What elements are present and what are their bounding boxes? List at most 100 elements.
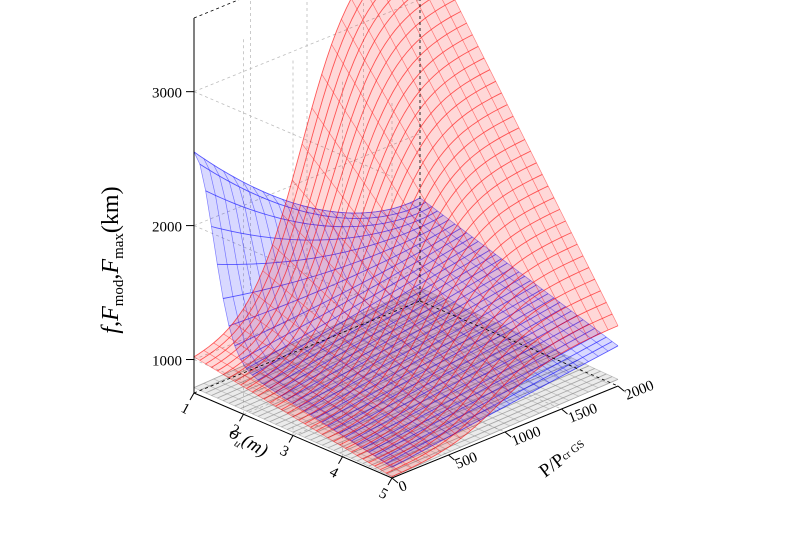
z-tick-label: 1000 [152, 354, 182, 370]
mesh-line [429, 0, 599, 335]
surface-2 [193, 0, 619, 478]
mesh-line [223, 170, 422, 452]
mesh-line [356, 255, 584, 456]
mesh-line [390, 300, 589, 393]
z-tick-label: 2000 [152, 220, 182, 236]
mesh-line [205, 0, 377, 365]
mesh-line [233, 322, 432, 458]
mesh-line [292, 343, 491, 435]
mesh-line [252, 46, 479, 393]
y-tick [189, 392, 195, 401]
mesh-line [391, 345, 619, 468]
mesh-line [286, 115, 514, 414]
x-axis-label: P/Pcr GS [535, 434, 589, 482]
mesh-line [374, 332, 601, 457]
mesh-line [310, 284, 537, 416]
mesh-line [331, 211, 530, 394]
mesh-line [272, 244, 471, 431]
mesh-line [234, 11, 461, 382]
mesh-line [205, 190, 432, 228]
mesh-line [240, 22, 467, 386]
grid-line [342, 364, 569, 458]
mesh-line [228, 303, 456, 404]
grid-line [292, 343, 520, 436]
mesh-line [391, 325, 619, 478]
mesh-line [199, 0, 363, 361]
mesh-line [385, 376, 613, 475]
mesh-line [327, 197, 555, 439]
mesh-line [246, 34, 473, 389]
mesh-line [298, 275, 526, 408]
mesh-line [321, 74, 521, 385]
mesh-line [316, 174, 543, 432]
mesh-line [252, 291, 452, 446]
mesh-line [223, 219, 450, 299]
y-tick-label: 5 [376, 485, 390, 503]
mesh-line [234, 306, 461, 407]
mesh-line [240, 308, 467, 410]
surface-layer [193, 0, 619, 478]
mesh-line [281, 104, 508, 411]
y-tick-label: 1 [178, 400, 192, 418]
mesh-line [269, 80, 496, 404]
mesh-line [291, 179, 491, 413]
mesh-line [193, 387, 393, 477]
mesh-line [217, 214, 444, 265]
mesh-line [339, 220, 566, 446]
mesh-line [223, 333, 422, 464]
mesh-line [454, 0, 619, 326]
surface-1 [193, 151, 619, 468]
mesh-line [257, 57, 485, 396]
mesh-line [292, 271, 520, 404]
y-tick [239, 414, 244, 422]
mesh-line [292, 127, 520, 418]
mesh-line [291, 202, 491, 415]
mesh-line [391, 378, 619, 478]
mesh-line [362, 267, 590, 460]
mesh-line [333, 301, 560, 431]
mesh-line [374, 290, 601, 467]
mesh-line [345, 310, 572, 438]
mesh-line [345, 357, 572, 457]
z-tick-label: 3000 [152, 86, 182, 102]
mesh-line [356, 319, 584, 446]
mesh-line [222, 0, 430, 375]
mesh-line [311, 335, 511, 427]
mesh-line [234, 227, 461, 347]
mesh-line [301, 143, 501, 404]
mesh-line [351, 243, 578, 453]
mesh-line [339, 354, 566, 454]
mesh-line [262, 191, 461, 431]
mesh-line [263, 69, 491, 400]
mesh-line [203, 158, 403, 463]
mesh-line [298, 139, 526, 421]
grid-line [193, 133, 421, 226]
x-tick-label: 1000 [510, 424, 544, 450]
mesh-line [304, 150, 531, 425]
mesh-line [351, 314, 578, 442]
mesh-line [442, 0, 609, 331]
mesh-line [217, 0, 409, 372]
mesh-line [410, 291, 609, 384]
mesh-line [193, 151, 421, 214]
mesh-line [368, 278, 595, 463]
y-tick-label: 4 [327, 464, 342, 482]
grid-line [193, 267, 421, 360]
mesh-line [301, 205, 501, 410]
mesh-line [345, 232, 572, 449]
mesh-line [333, 208, 560, 442]
x-tick-label: 0 [397, 478, 410, 496]
mesh-line [374, 370, 601, 470]
z-axis-label: f,Fmod,Fmax(km) [98, 186, 127, 333]
mesh-line [257, 316, 485, 417]
frame-edge [193, 300, 421, 394]
mesh-line [321, 185, 549, 435]
y-tick [338, 456, 343, 464]
mesh-line [311, 207, 511, 405]
mesh-line [269, 322, 496, 423]
mesh-line [370, 0, 560, 355]
mesh-line [341, 18, 540, 368]
mesh-line [419, 197, 619, 347]
x-tick-label: 1500 [566, 401, 600, 427]
